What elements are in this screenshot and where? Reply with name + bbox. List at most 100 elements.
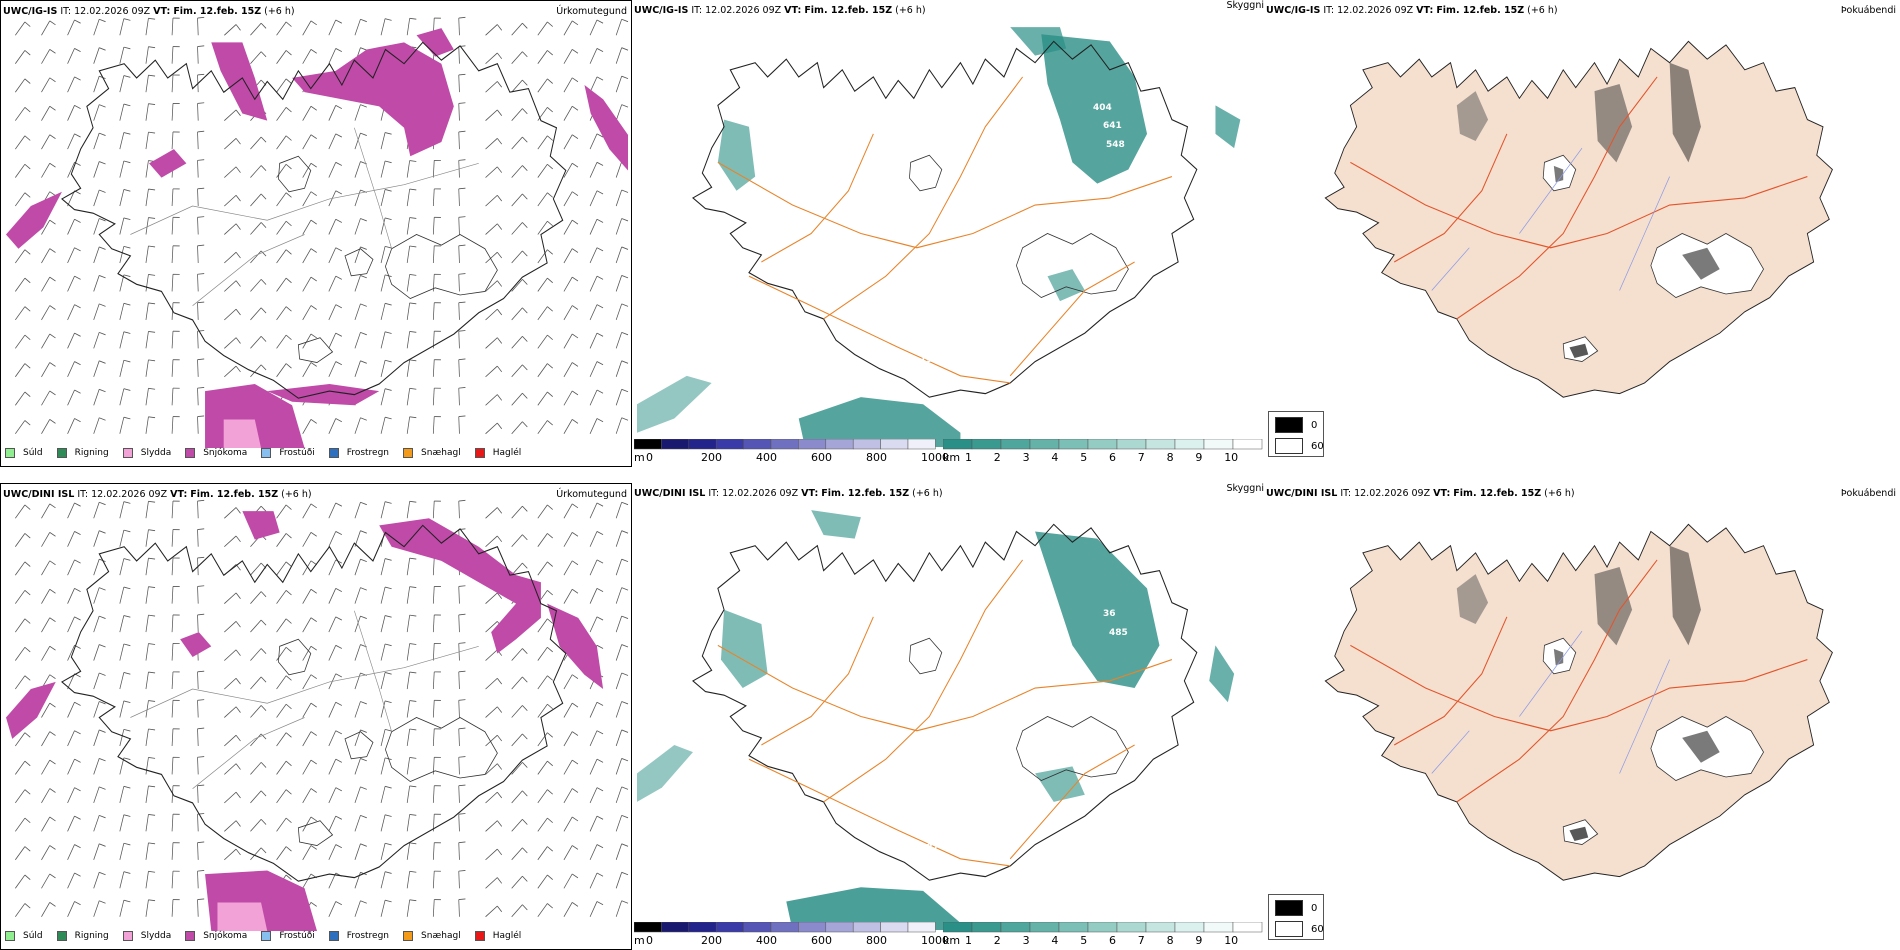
init-time: IT: 12.02.2026 09Z (691, 5, 782, 16)
valid-time-label: VT: (1416, 5, 1434, 16)
visibility-tick: 6 (1109, 451, 1116, 464)
visibility-value-label: 548 (1106, 140, 1125, 150)
legend-swatch (56, 448, 67, 458)
fog-legend-item: 60 (1275, 921, 1324, 937)
lead-time: (+6 h) (264, 6, 295, 17)
legend-swatch (261, 931, 272, 941)
visibility-colorbar: km 1 2 3 4 5 6 7 8 9 10 (943, 439, 1263, 467)
legend-label: Frostúði (279, 448, 315, 458)
legend-label: Snjókoma (203, 448, 248, 458)
model-name: UWC/IG-IS (1266, 5, 1321, 16)
model-header: UWC/DINI ISL IT: 12.02.2026 09Z VT: Fim.… (3, 489, 312, 500)
visibility-map-svg (637, 27, 1241, 447)
model-header: UWC/DINI ISL IT: 12.02.2026 09Z VT: Fim.… (1266, 488, 1575, 499)
fog-legend-swatch (1275, 900, 1303, 916)
model-header: UWC/IG-IS IT: 12.02.2026 09Z VT: Fim. 12… (634, 5, 926, 16)
legend-swatch (261, 448, 272, 458)
visibility-tick: 9 (1195, 451, 1203, 464)
visibility-tick: 8 (1166, 451, 1174, 464)
visibility-tick: 7 (1137, 934, 1145, 947)
valid-time: Fim. 12.feb. 15Z (804, 5, 893, 16)
visibility-panel-row2: UWC/DINI ISL IT: 12.02.2026 09Z VT: Fim.… (632, 483, 1264, 950)
visibility-tick: 3 (1022, 934, 1030, 947)
init-time: IT: 12.02.2026 09Z (1323, 5, 1414, 16)
visibility-value-label: 287 (920, 843, 939, 853)
legend-label: Haglél (492, 931, 522, 941)
visibility-value-label: 205 (951, 357, 970, 367)
legend-item: Rigning (56, 448, 109, 458)
legend-swatch (122, 448, 133, 458)
model-name: UWC/IG-IS (634, 5, 689, 16)
legend-item: Haglél (474, 448, 521, 458)
legend-label: Frostregn (346, 931, 390, 941)
fog-index-legend: 0 60 (1268, 894, 1324, 940)
ceiling-tick: 400 (756, 451, 777, 464)
lead-time: (+6 h) (895, 5, 926, 16)
legend-swatch (5, 931, 15, 941)
fog-legend-swatch (1275, 438, 1303, 454)
valid-time: Fim. 12.feb. 15Z (190, 489, 279, 500)
init-time: IT: 12.02.2026 09Z (60, 6, 151, 17)
cloud-map-svg (1324, 40, 1833, 398)
visibility-tick: 5 (1080, 451, 1088, 464)
lead-time: (+6 h) (1544, 488, 1575, 499)
init-time: IT: 12.02.2026 09Z (1340, 488, 1431, 499)
legend-swatch (403, 448, 414, 458)
legend-swatch (185, 931, 196, 941)
visibility-tick: 8 (1166, 934, 1174, 947)
visibility-value-label: 641 (1103, 121, 1122, 131)
legend-label: Frostregn (346, 448, 390, 458)
legend-swatch (122, 931, 133, 941)
ceiling-colorbar: m 0 200 400 600 800 1000 (634, 922, 949, 950)
ceiling-tick: 1000 (921, 934, 949, 947)
ceiling-tick: 600 (811, 934, 832, 947)
ceiling-tick: 200 (701, 451, 722, 464)
valid-time-label: VT: (801, 488, 819, 499)
legend-item: Haglél (474, 931, 522, 941)
precip-panel-row2: UWC/DINI ISL IT: 12.02.2026 09Z VT: Fim.… (0, 483, 632, 950)
ceiling-tick: 800 (866, 934, 887, 947)
ceiling-colorbar: m 0 200 400 600 800 1000 (634, 439, 949, 467)
visibility-tick: 7 (1137, 451, 1145, 464)
visibility-tick: 4 (1051, 451, 1059, 464)
fog-index-legend: 0 60 (1268, 411, 1324, 457)
valid-time: Fim. 12.feb. 15Z (821, 488, 910, 499)
fog-legend-item: 60 (1275, 438, 1324, 454)
legend-swatch (474, 931, 485, 941)
fog-legend-label: 60 (1311, 923, 1324, 935)
legend-label: Rigning (74, 931, 109, 941)
legend-swatch (5, 448, 15, 458)
cloud-panel-title: Þokuábendi (1840, 5, 1896, 16)
legend-item: Slydda (122, 931, 172, 941)
fog-legend-item: 0 (1275, 900, 1317, 916)
legend-item: Rigning (56, 931, 109, 941)
visibility-tick: 10 (1224, 451, 1239, 464)
legend-item: Frostúði (261, 931, 315, 941)
legend-swatch (185, 448, 196, 458)
legend-item: Slydda (122, 448, 171, 458)
legend-label: Snæhagl (421, 931, 461, 941)
visibility-unit: km (943, 451, 961, 464)
ceiling-tick: 0 (646, 934, 653, 947)
model-name: UWC/IG-IS (3, 6, 58, 17)
ceiling-unit: m (634, 451, 645, 464)
fog-legend-label: 0 (1311, 419, 1318, 431)
visibility-tick: 1 (965, 934, 972, 947)
legend-label: Snjókoma (203, 931, 248, 941)
visibility-tick: 2 (993, 934, 1001, 947)
legend-label: Snæhagl (421, 448, 461, 458)
fog-legend-label: 60 (1311, 440, 1324, 452)
model-header: UWC/IG-IS IT: 12.02.2026 09Z VT: Fim. 12… (1266, 5, 1558, 16)
model-header: UWC/DINI ISL IT: 12.02.2026 09Z VT: Fim.… (634, 488, 943, 499)
legend-item: Snjókoma (185, 448, 247, 458)
cloud-panel-row2: UWC/DINI ISL IT: 12.02.2026 09Z VT: Fim.… (1264, 483, 1900, 950)
visibility-panel-title: Skyggni (1226, 483, 1264, 494)
legend-label: Slydda (140, 931, 172, 941)
visibility-value-label: 555 (866, 642, 885, 652)
ceiling-tick: 1000 (921, 451, 949, 464)
legend-item: Snjókoma (185, 931, 247, 941)
model-header: UWC/IG-IS IT: 12.02.2026 09Z VT: Fim. 12… (3, 6, 295, 17)
visibility-panel-row1: UWC/IG-IS IT: 12.02.2026 09Z VT: Fim. 12… (632, 0, 1264, 467)
legend-label: Súld (23, 448, 43, 458)
visibility-value-label: 43 (920, 336, 933, 346)
